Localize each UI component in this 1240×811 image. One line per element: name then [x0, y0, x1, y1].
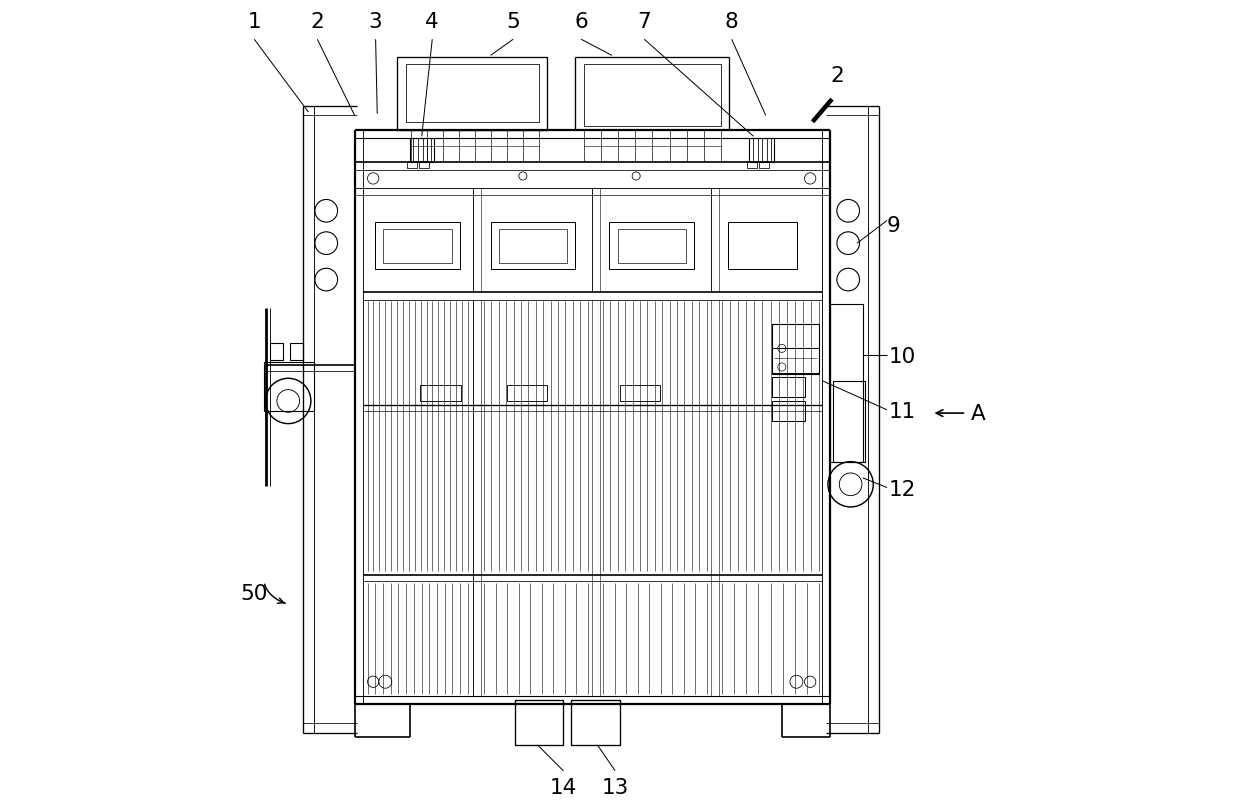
Bar	[584, 64, 722, 127]
Text: 14: 14	[549, 777, 577, 797]
Bar	[618, 230, 687, 264]
Bar	[620, 385, 661, 401]
Bar	[773, 377, 805, 397]
Bar	[383, 230, 451, 264]
Text: 50: 50	[241, 583, 268, 603]
Bar	[572, 701, 620, 745]
Bar	[420, 385, 460, 401]
Bar	[515, 701, 563, 745]
Text: 12: 12	[889, 479, 916, 500]
Bar	[773, 324, 820, 375]
Bar	[749, 139, 774, 163]
Bar	[374, 223, 460, 270]
Text: 9: 9	[887, 216, 900, 236]
Bar	[759, 162, 769, 169]
Text: 2: 2	[830, 67, 843, 86]
Bar	[833, 381, 866, 462]
Bar	[610, 223, 694, 270]
Text: 6: 6	[574, 12, 588, 32]
Bar	[507, 385, 547, 401]
Bar	[498, 230, 568, 264]
Text: A: A	[971, 404, 985, 423]
Text: 13: 13	[601, 777, 629, 797]
Bar	[398, 58, 547, 131]
Bar	[407, 162, 417, 169]
Text: 2: 2	[310, 12, 324, 32]
Bar	[409, 139, 434, 163]
Bar	[491, 223, 575, 270]
Text: 10: 10	[889, 347, 916, 367]
Bar	[746, 162, 756, 169]
Bar	[773, 401, 805, 422]
Bar	[728, 223, 797, 270]
Text: 3: 3	[368, 12, 382, 32]
Text: 8: 8	[725, 12, 739, 32]
Text: 4: 4	[425, 12, 439, 32]
Text: 1: 1	[248, 12, 262, 32]
Text: 5: 5	[506, 12, 520, 32]
Bar	[290, 343, 303, 361]
Bar	[419, 162, 429, 169]
Bar	[405, 64, 539, 122]
Text: 7: 7	[637, 12, 651, 32]
Bar	[270, 343, 284, 361]
Bar	[831, 304, 863, 462]
Bar	[773, 349, 820, 373]
Text: 11: 11	[889, 402, 916, 422]
Bar	[264, 363, 314, 411]
